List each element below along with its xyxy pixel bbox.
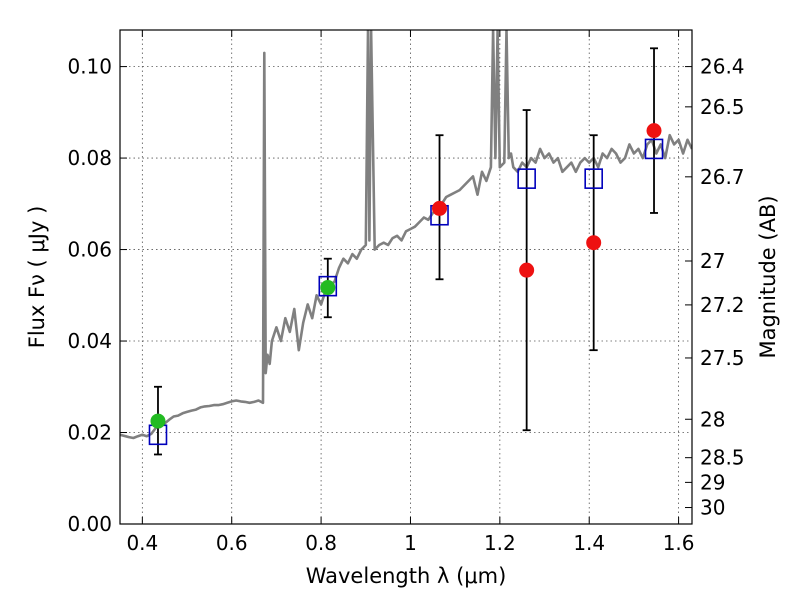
x-tick-label: 1.4 [573, 531, 605, 555]
y-tick-label: 0.00 [67, 512, 112, 536]
y-tick-label: 0.10 [67, 55, 112, 79]
mag-tick-label: 28.5 [700, 446, 745, 470]
mag-tick-label: 26.7 [700, 165, 745, 189]
model-square-point [517, 168, 536, 189]
x-tick-label: 0.4 [126, 531, 158, 555]
y-tick-label: 0.04 [67, 329, 112, 353]
green-data-point [320, 280, 336, 296]
template-spectrum-line [120, 30, 692, 440]
model-square-point [318, 275, 338, 297]
x-tick-label: 0.8 [305, 531, 337, 555]
x-axis-label: Wavelength λ (μm) [306, 564, 507, 588]
y2-axis-label: Magnitude (AB) [756, 195, 780, 358]
x-tick-label: 1.6 [663, 531, 695, 555]
red-data-point [586, 235, 602, 251]
green-data-point [150, 413, 166, 429]
red-data-point [432, 200, 448, 216]
red-data-point [519, 262, 535, 278]
axis-ticks: 0.4 0.6 0.8 1 1.2 1.4 1.6 0.00 0.02 0.04 0.06 0.08 0… [67, 30, 745, 555]
x-tick-label: 1.2 [484, 531, 516, 555]
model-square-point [584, 168, 603, 189]
plot-frame [119, 29, 693, 525]
x-tick-label: 0.6 [216, 531, 248, 555]
mag-tick-label: 29 [700, 470, 725, 494]
y-tick-label: 0.02 [67, 421, 112, 445]
grid-lines [120, 30, 692, 525]
mag-tick-label: 28 [700, 407, 725, 431]
mag-tick-label: 27 [700, 249, 725, 273]
model-square-point [644, 138, 664, 160]
plot-area [120, 30, 692, 456]
y-tick-label: 0.08 [67, 146, 112, 170]
y-tick-label: 0.06 [67, 238, 112, 262]
mag-tick-label: 26.4 [700, 55, 745, 79]
x-tick-label: 1 [404, 531, 417, 555]
mag-tick-label: 30 [700, 496, 725, 520]
mag-tick-label: 27.5 [700, 346, 745, 370]
mag-tick-label: 26.5 [700, 95, 745, 119]
red-data-point [646, 123, 662, 139]
y-axis-label: Flux Fν ( μJy ) [25, 206, 49, 349]
mag-tick-label: 27.2 [700, 293, 745, 317]
